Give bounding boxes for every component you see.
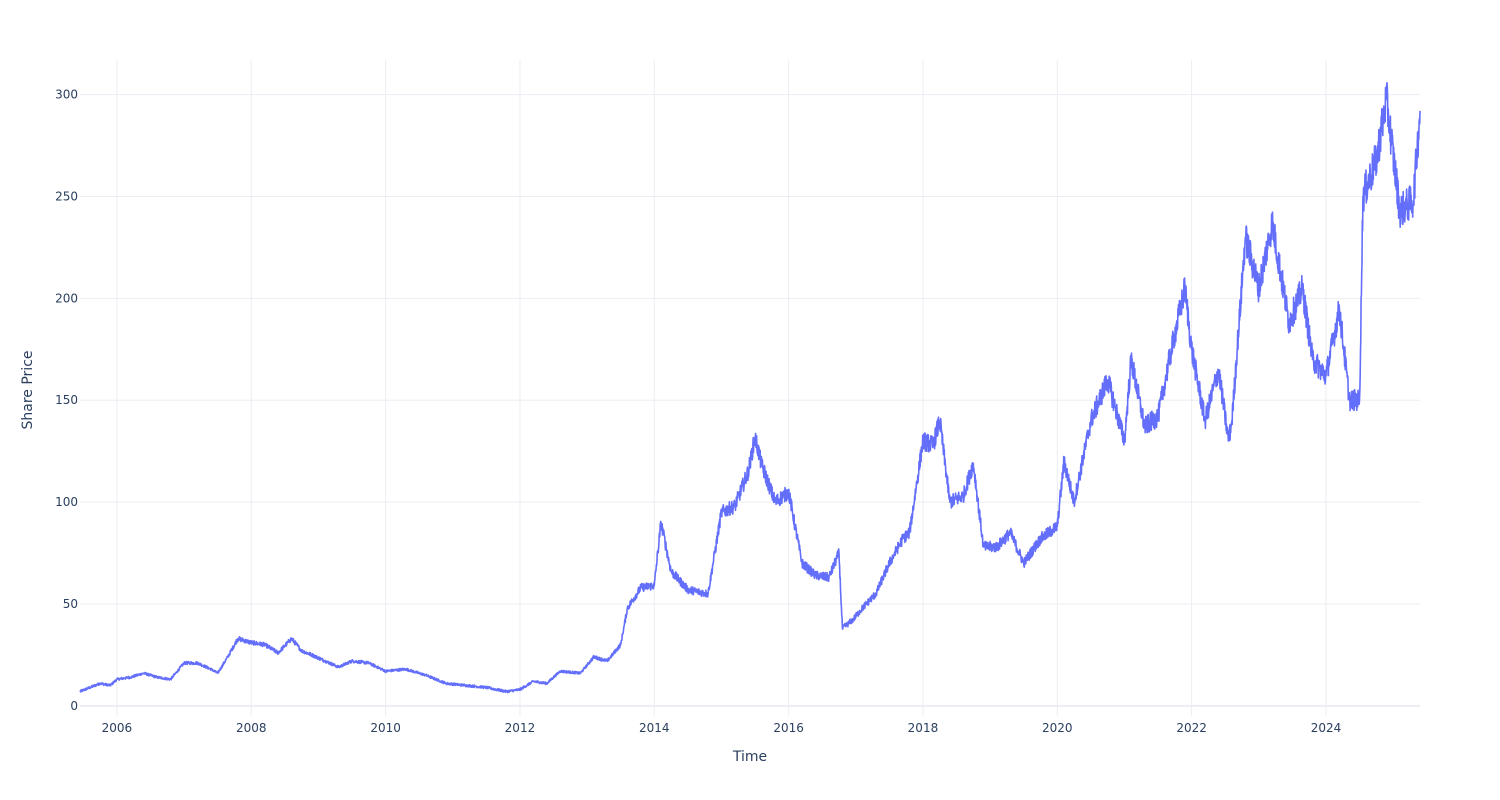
y-tick-label: 150 bbox=[55, 393, 78, 407]
y-tick-label: 100 bbox=[55, 495, 78, 509]
y-tick-label: 200 bbox=[55, 291, 78, 305]
y-tick-labels: 0 50 100 150 200 250 300 bbox=[55, 88, 78, 713]
y-axis-title: Share Price bbox=[20, 350, 36, 429]
x-tick-label: 2006 bbox=[102, 721, 133, 735]
x-tick-label: 2020 bbox=[1042, 721, 1073, 735]
y-tick-label: 50 bbox=[63, 597, 78, 611]
x-tick-labels: 2006 2008 2010 2012 2014 2016 2018 2020 2022 2024 bbox=[102, 721, 1342, 735]
plot-area[interactable] bbox=[79, 82, 1421, 694]
y-tick-label: 250 bbox=[55, 189, 78, 203]
price-line[interactable] bbox=[79, 82, 1421, 694]
x-tick-label: 2010 bbox=[370, 721, 401, 735]
y-tick-label: 0 bbox=[70, 699, 78, 713]
y-gridlines bbox=[80, 94, 1420, 707]
x-tick-label: 2014 bbox=[639, 721, 670, 735]
x-tick-label: 2024 bbox=[1311, 721, 1342, 735]
x-tick-label: 2022 bbox=[1176, 721, 1207, 735]
x-tick-label: 2018 bbox=[908, 721, 939, 735]
x-tick-label: 2008 bbox=[236, 721, 267, 735]
x-gridlines bbox=[116, 60, 1327, 716]
x-axis-title: Time bbox=[732, 749, 767, 765]
x-tick-label: 2012 bbox=[505, 721, 536, 735]
x-tick-label: 2016 bbox=[773, 721, 804, 735]
y-tick-label: 300 bbox=[55, 88, 78, 102]
